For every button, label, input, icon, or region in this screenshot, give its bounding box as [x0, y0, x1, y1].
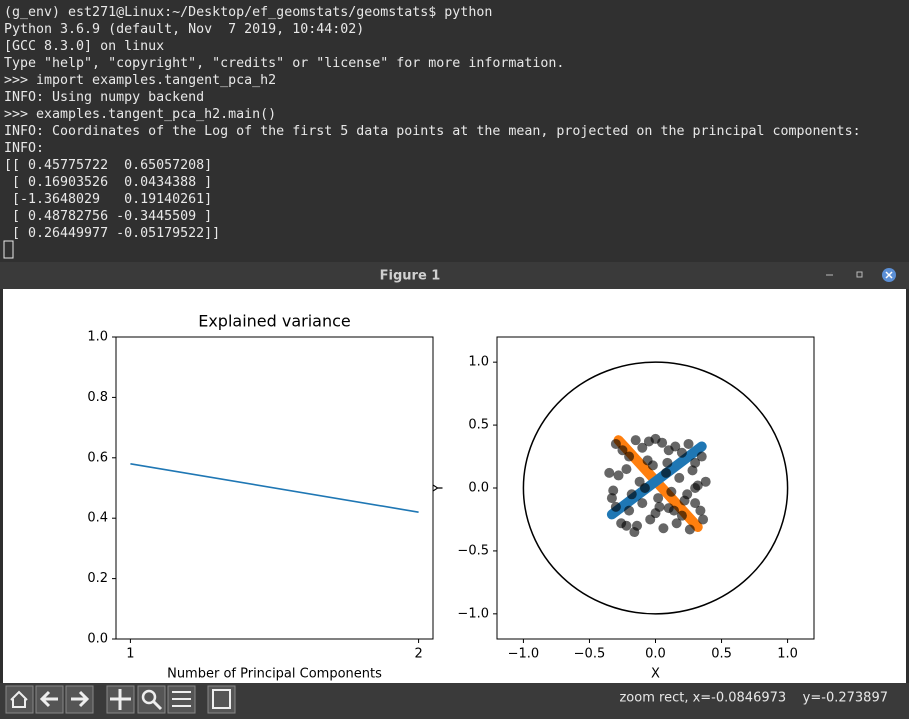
cursor	[3, 240, 14, 259]
data-point	[653, 493, 664, 504]
data-point	[624, 451, 635, 462]
data-point	[642, 455, 653, 466]
terminal-line: >>> examples.tangent_pca_h2.main()	[4, 107, 276, 122]
data-line	[130, 463, 419, 513]
terminal-line: Type "help", "copyright", "credits" or "…	[4, 56, 564, 71]
figure-canvas	[3, 289, 906, 683]
terminal-line: INFO:	[4, 141, 44, 156]
data-point	[676, 447, 687, 458]
y-tick-label: 1.0	[468, 355, 489, 370]
y-axis-label: Y	[432, 484, 447, 493]
x-tick-label: −1.0	[508, 647, 540, 662]
x-axis-label: X	[651, 667, 660, 682]
data-point	[658, 523, 669, 534]
y-tick-label: 0.6	[87, 450, 108, 465]
data-point	[637, 442, 648, 453]
y-tick-label: −0.5	[457, 543, 489, 558]
geodesic-line	[606, 441, 707, 520]
data-point	[698, 514, 709, 525]
toolbar-buttons[interactable]	[5, 685, 236, 714]
terminal-line: (g_env) est271@Linux:~/Desktop/ef_geomst…	[4, 5, 492, 20]
data-point	[683, 438, 694, 449]
y-tick-label: 1.0	[87, 330, 108, 345]
terminal-line: [GCC 8.3.0] on linux	[4, 39, 164, 54]
maximize-button[interactable]	[856, 271, 863, 278]
data-point	[624, 505, 635, 516]
terminal-line: INFO: Using numpy backend	[4, 90, 204, 105]
terminal-line: [-1.3648029 0.19140261]	[4, 192, 212, 207]
data-point	[626, 489, 637, 500]
data-point	[630, 435, 641, 446]
data-point	[639, 483, 650, 493]
x-tick-label: 1.0	[777, 647, 798, 662]
data-point	[617, 445, 628, 456]
data-point	[666, 486, 677, 497]
data-point	[610, 438, 621, 449]
data-point	[606, 493, 617, 504]
terminal-line: [[ 0.45775722 0.65057208]	[4, 158, 212, 173]
data-point	[629, 527, 640, 538]
home-button[interactable]	[5, 685, 34, 714]
data-point	[645, 514, 656, 525]
axes-frame	[115, 336, 434, 640]
data-point	[621, 464, 632, 475]
terminal-line: [ 0.16903526 0.0434388 ]	[4, 175, 212, 190]
y-tick-label: 0.5	[468, 418, 489, 433]
status-text: zoom rect, x=-0.0846973 y=-0.273897	[619, 691, 888, 706]
terminal-line: [ 0.48782756 -0.3445509 ]	[4, 209, 212, 224]
y-tick-label: 0.0	[87, 632, 108, 647]
x-axis-label: Number of Principal Components	[167, 667, 382, 682]
chart-title: Explained variance	[198, 312, 351, 331]
data-point	[687, 465, 698, 476]
y-tick-label: 0.0	[468, 481, 489, 496]
data-point	[662, 457, 673, 468]
data-point	[696, 451, 707, 462]
data-point	[682, 489, 693, 500]
close-button[interactable]	[882, 268, 896, 282]
terminal-line: [ 0.26449977 -0.05179522]]	[4, 226, 220, 241]
data-point	[670, 441, 681, 452]
x-tick-label: 0.0	[645, 647, 666, 662]
terminal-line: Python 3.6.9 (default, Nov 7 2019, 10:44…	[4, 22, 364, 37]
data-point	[610, 501, 621, 512]
y-tick-label: 0.4	[87, 511, 108, 526]
data-point	[604, 467, 615, 478]
data-point	[671, 518, 682, 529]
data-point	[657, 437, 668, 448]
data-point	[654, 501, 665, 512]
y-tick-label: −1.0	[457, 606, 489, 621]
data-point	[700, 476, 711, 487]
x-tick-label: 0.5	[711, 647, 732, 662]
data-point	[690, 483, 701, 493]
data-point	[676, 510, 687, 521]
data-point	[690, 457, 701, 468]
data-point	[613, 470, 624, 481]
terminal-line: INFO: Coordinates of the Log of the firs…	[4, 124, 861, 139]
x-tick-label: 1	[126, 647, 134, 662]
data-point	[637, 498, 648, 509]
data-point	[621, 520, 632, 531]
data-point	[661, 467, 672, 478]
data-point	[674, 472, 685, 483]
y-tick-label: 0.2	[87, 571, 108, 586]
x-tick-label: −0.5	[574, 647, 606, 662]
data-point	[684, 524, 695, 535]
title-bar	[0, 262, 909, 289]
data-point	[690, 498, 701, 509]
y-tick-label: 0.8	[87, 390, 108, 405]
data-point	[695, 505, 706, 516]
data-point	[608, 485, 619, 496]
window-title: Figure 1	[380, 269, 441, 284]
terminal	[0, 0, 909, 262]
data-point	[668, 505, 679, 516]
x-tick-label: 2	[414, 647, 422, 662]
disk-boundary	[522, 361, 789, 615]
terminal-line: >>> import examples.tangent_pca_h2	[4, 73, 276, 88]
